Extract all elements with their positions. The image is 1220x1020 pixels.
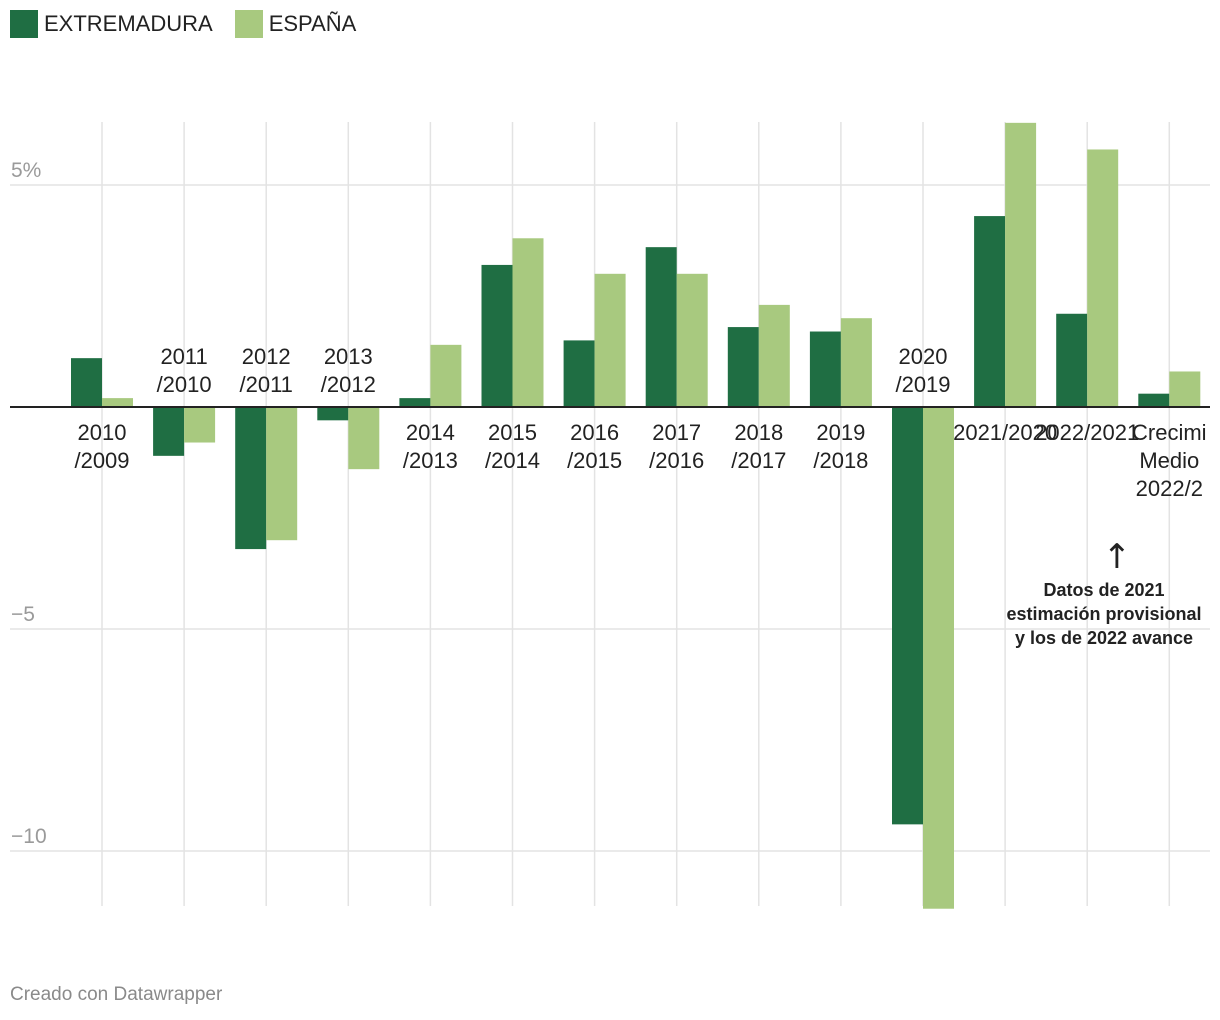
- x-category-label-line: /2017: [731, 448, 786, 473]
- bar-extremadura: [317, 407, 349, 421]
- bar-espana: [512, 238, 544, 407]
- x-category-label: 2020/2019: [895, 344, 950, 397]
- bar-extremadura: [809, 331, 841, 407]
- x-category-label-line: 2021/2020: [953, 420, 1057, 445]
- x-category-label-line: 2012: [242, 344, 291, 369]
- bar-espana: [184, 407, 216, 443]
- x-category-label-line: /2015: [567, 448, 622, 473]
- x-category-label-line: 2018: [734, 420, 783, 445]
- annotation-arrow: ↑: [1103, 537, 1132, 577]
- bar-extremadura: [974, 216, 1006, 407]
- footer-credit: Creado con Datawrapper: [10, 984, 223, 1005]
- bar-espana: [430, 344, 462, 407]
- x-category-label-line: /2009: [74, 448, 129, 473]
- x-category-label: 2010/2009: [74, 420, 129, 473]
- x-category-label: 2017/2016: [649, 420, 704, 473]
- bar-extremadura: [892, 407, 923, 825]
- bar-espana: [840, 318, 872, 407]
- x-category-label-line: 2019: [816, 420, 865, 445]
- x-category-label-line: 2014: [406, 420, 455, 445]
- bar-espana: [102, 398, 133, 407]
- bar-espana: [1087, 149, 1119, 408]
- legend-item-espana: ESPAÑA: [234, 10, 357, 38]
- annotation-note: Datos de 2021 estimación provisional y l…: [1006, 580, 1202, 648]
- bar-espana: [266, 407, 298, 541]
- bar-extremadura: [399, 398, 431, 407]
- x-category-label-line: /2010: [157, 372, 212, 397]
- bar-espana: [758, 304, 790, 407]
- legend-label-extremadura: EXTREMADURA: [44, 11, 213, 36]
- x-category-label: 2016/2015: [567, 420, 622, 473]
- x-category-label-line: 2020: [899, 344, 948, 369]
- bar-espana: [676, 273, 708, 407]
- x-category-label: 2011/2010: [157, 344, 212, 397]
- legend-swatch-espana: [234, 10, 263, 38]
- bar-espana: [1005, 122, 1037, 407]
- y-tick-label: −5: [11, 603, 35, 626]
- x-category-label-line: 2016: [570, 420, 619, 445]
- x-category-label-line: /2012: [321, 372, 376, 397]
- y-tick-label: −10: [11, 825, 47, 848]
- x-category-label: 2013/2012: [321, 344, 376, 397]
- x-category-label: 2021/2020: [953, 420, 1057, 445]
- bar-espana: [923, 407, 954, 909]
- legend-item-extremadura: EXTREMADURA: [10, 10, 213, 38]
- x-category-label-line: 2011: [160, 344, 207, 369]
- x-category-label-line: 2013: [324, 344, 373, 369]
- bar-espana: [594, 273, 626, 407]
- legend-swatch-extremadura: [10, 10, 38, 38]
- bar-extremadura: [645, 247, 677, 407]
- x-category-label-line: Medio: [1139, 448, 1199, 473]
- x-category-label-line: /2011: [239, 372, 292, 397]
- x-category-label-line: /2016: [649, 448, 704, 473]
- bar-extremadura: [153, 407, 185, 456]
- bar-extremadura: [1056, 313, 1088, 407]
- legend-label-espana: ESPAÑA: [268, 11, 357, 36]
- bar-espana: [1169, 371, 1201, 407]
- x-category-label: 2019/2018: [813, 420, 868, 473]
- y-tick-label: 5%: [11, 159, 41, 182]
- x-category-label: 2015/2014: [485, 420, 540, 473]
- x-category-label-line: /2013: [403, 448, 458, 473]
- x-category-label-line: 2022/2021: [1035, 420, 1139, 445]
- x-category-label-line: Crecimi: [1132, 420, 1207, 445]
- x-category-label: 2014/2013: [403, 420, 458, 473]
- bar-extremadura: [71, 358, 102, 407]
- bar-extremadura: [481, 264, 513, 407]
- x-category-label-line: 2017: [652, 420, 701, 445]
- x-category-label: 2022/2021: [1035, 420, 1139, 445]
- x-category-label: Crecimi Medio 2022/2: [1132, 420, 1207, 501]
- bar-extremadura: [563, 340, 595, 407]
- x-category-label-line: 2010: [78, 420, 127, 445]
- legend: EXTREMADURA ESPAÑA: [10, 10, 356, 38]
- bar-extremadura: [727, 327, 759, 407]
- x-category-label-line: /2019: [895, 372, 950, 397]
- x-category-label-line: 2022/2: [1136, 476, 1203, 501]
- bar-extremadura: [235, 407, 267, 550]
- x-category-label: 2018/2017: [731, 420, 786, 473]
- x-category-label-line: /2018: [813, 448, 868, 473]
- x-category-label: 2012/2011: [239, 344, 292, 397]
- x-category-label-line: /2014: [485, 448, 540, 473]
- x-category-label-line: 2015: [488, 420, 537, 445]
- bar-espana: [348, 407, 380, 470]
- bar-extremadura: [1138, 393, 1170, 407]
